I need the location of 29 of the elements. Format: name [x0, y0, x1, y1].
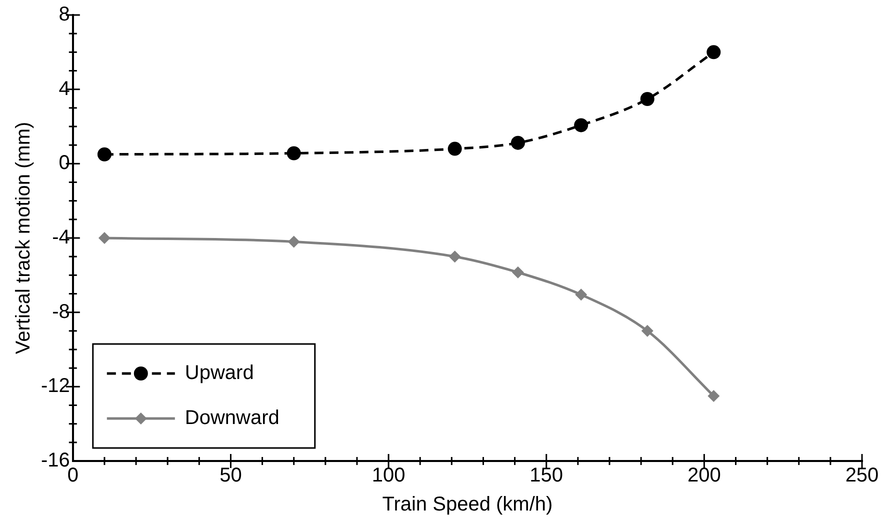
- y-tick-label: -8: [52, 300, 70, 323]
- point: [574, 118, 588, 132]
- x-tick-label: 50: [220, 464, 242, 487]
- point: [640, 92, 654, 106]
- legend-label: Upward: [184, 362, 254, 384]
- x-tick-label: 150: [530, 464, 564, 487]
- y-tick-label: -4: [52, 226, 70, 249]
- point: [98, 232, 110, 244]
- point: [706, 45, 721, 60]
- point: [708, 390, 720, 402]
- y-tick-label: 8: [58, 4, 70, 26]
- point: [448, 250, 461, 263]
- x-tick-label: 200: [687, 464, 721, 487]
- x-tick-label: 100: [372, 464, 406, 487]
- point: [448, 142, 462, 156]
- point: [510, 136, 525, 150]
- x-axis-title: Train Speed (km/h): [382, 494, 553, 516]
- y-axis-title: Vertical track motion (mm): [12, 122, 35, 354]
- y-tick-label: 4: [58, 78, 70, 100]
- point: [97, 147, 112, 162]
- x-tick-label: 250: [845, 464, 879, 487]
- y-tick-label: 0: [58, 152, 70, 174]
- point: [575, 288, 588, 301]
- point: [286, 146, 301, 160]
- point: [288, 236, 300, 248]
- point: [641, 324, 654, 337]
- point: [512, 266, 524, 278]
- legend-label: Downward: [184, 407, 280, 430]
- y-tick-label: -12: [41, 375, 70, 398]
